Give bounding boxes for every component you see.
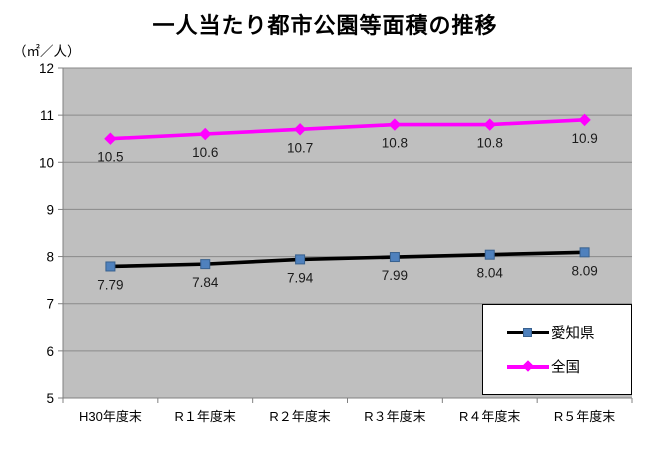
- legend-item-zenkoku: 全国: [507, 356, 631, 377]
- x-axis-category-label: R４年度末: [459, 409, 520, 424]
- legend-label-aichi: 愛知県: [551, 325, 595, 342]
- square-marker: [295, 254, 306, 265]
- legend-item-aichi: 愛知県: [507, 322, 631, 343]
- square-marker: [389, 252, 400, 263]
- diamond-marker: [388, 118, 402, 131]
- x-axis-category-label: R５年度末: [554, 409, 615, 424]
- diamond-marker: [104, 132, 117, 145]
- square-marker: [579, 247, 590, 258]
- data-label: 10.8: [477, 136, 503, 151]
- diamond-marker: [578, 113, 591, 127]
- x-axis-category-label: R３年度末: [364, 409, 425, 424]
- diamond-marker: [293, 123, 307, 136]
- y-axis-tick-label: 6: [46, 344, 54, 359]
- y-axis-unit-label: （㎡／人）: [13, 44, 81, 59]
- data-label: 7.84: [192, 275, 219, 290]
- square-marker: [484, 249, 495, 260]
- data-label: 10.7: [287, 140, 313, 155]
- data-label: 7.94: [287, 270, 314, 285]
- y-axis-tick-label: 5: [46, 391, 54, 406]
- data-label: 10.8: [382, 136, 408, 151]
- legend-sample-aichi: [507, 327, 549, 338]
- series-line-愛知県: [108, 250, 587, 269]
- series-line-全国: [108, 118, 587, 141]
- x-axis-category-label: H30年度末: [79, 409, 142, 424]
- data-label: 10.9: [571, 131, 597, 146]
- legend: 愛知県 全国: [482, 304, 632, 395]
- square-marker: [105, 261, 116, 272]
- x-axis-category-label: R１年度末: [175, 409, 236, 424]
- data-label: 10.5: [97, 150, 123, 165]
- square-marker-icon: [523, 327, 532, 337]
- data-label: 10.6: [192, 145, 218, 160]
- x-axis-category-label: R２年度末: [269, 409, 330, 424]
- y-axis-tick-label: 12: [39, 61, 54, 76]
- diamond-marker-icon: [522, 360, 534, 372]
- y-axis-tick-label: 10: [39, 155, 54, 170]
- diamond-marker: [199, 127, 212, 141]
- y-axis-tick-label: 7: [46, 297, 54, 312]
- legend-sample-zenkoku: [507, 360, 549, 372]
- square-marker: [200, 259, 211, 270]
- data-label: 8.04: [477, 266, 504, 281]
- diamond-marker: [483, 118, 496, 131]
- chart-title: 一人当たり都市公園等面積の推移: [152, 13, 498, 38]
- data-label: 7.79: [97, 277, 123, 292]
- data-label: 8.09: [571, 263, 597, 278]
- data-label: 7.99: [382, 268, 408, 283]
- y-axis-tick-label: 11: [40, 108, 54, 123]
- legend-label-zenkoku: 全国: [551, 360, 580, 377]
- y-axis-tick-label: 9: [46, 202, 54, 217]
- y-axis-tick-label: 8: [46, 250, 54, 265]
